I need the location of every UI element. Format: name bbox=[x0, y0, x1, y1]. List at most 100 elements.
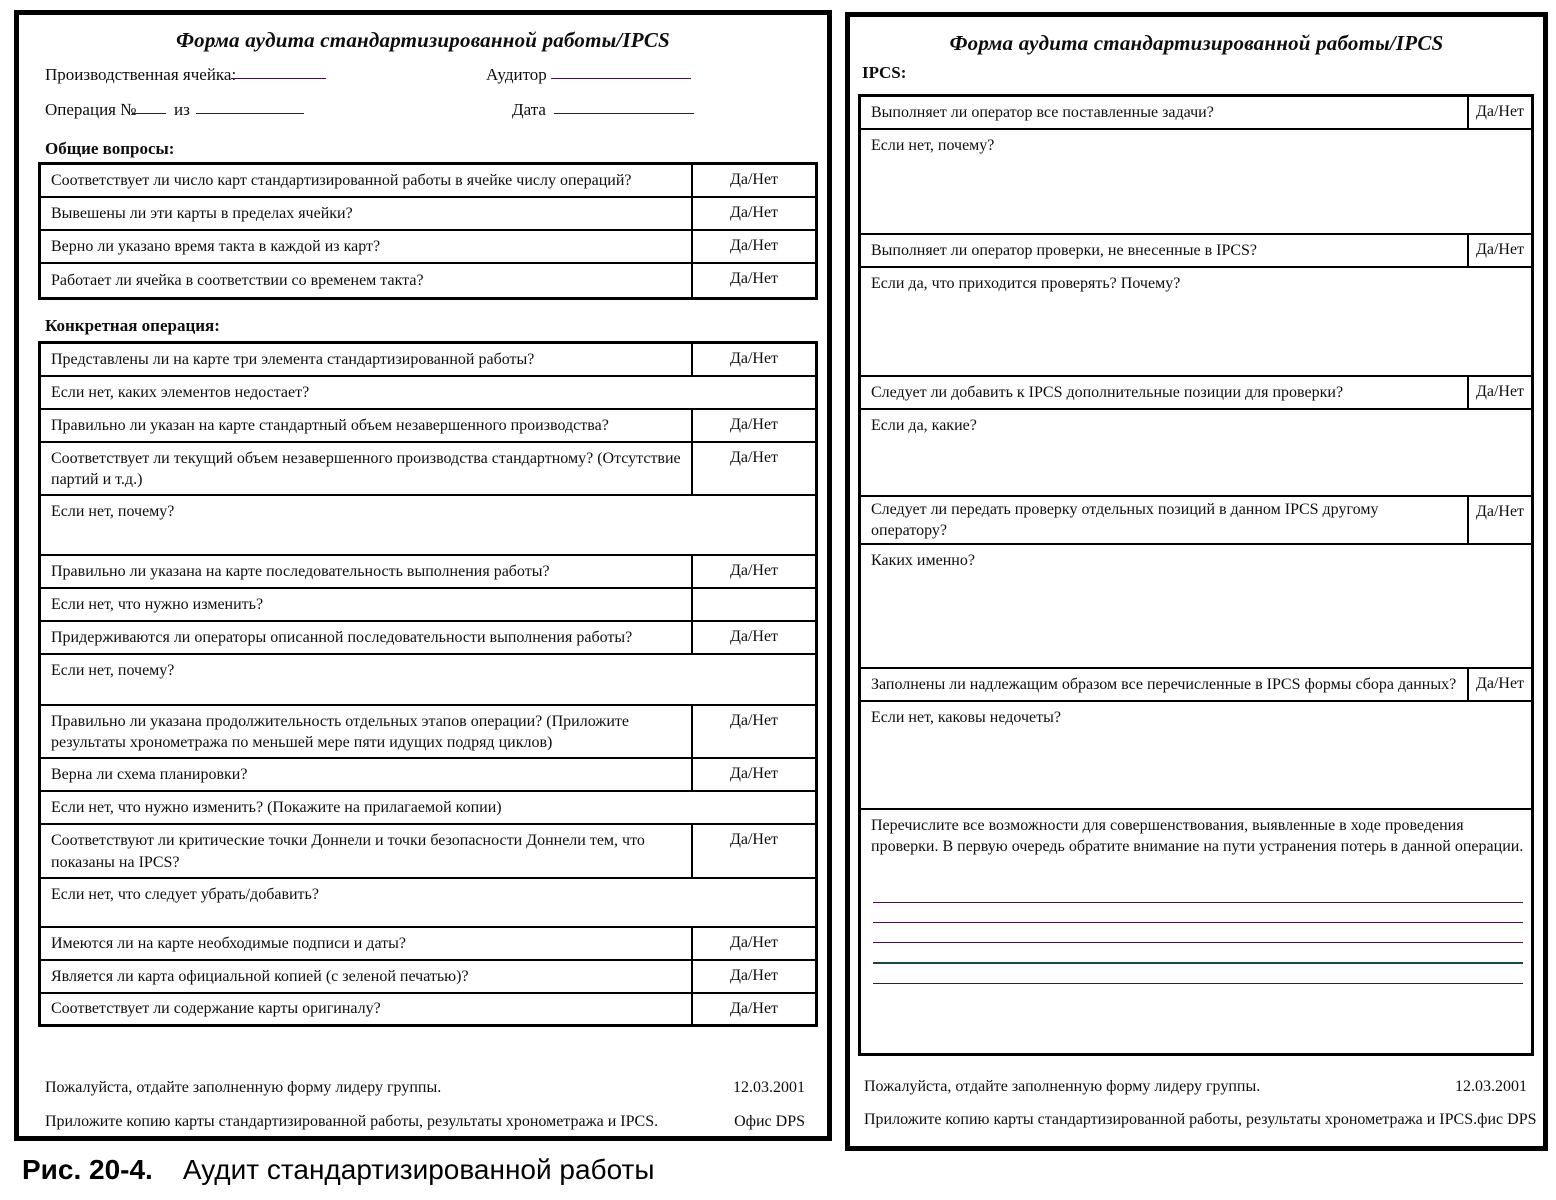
yes-no-cell: Да/Нет bbox=[691, 706, 815, 758]
footer-date: 12.03.2001 bbox=[1455, 1078, 1527, 1095]
question-text: Выполняет ли оператор проверки, не внесе… bbox=[871, 241, 1258, 259]
header-row-2: Операция № из Дата bbox=[19, 100, 827, 124]
improvement-block: Перечислите все возможности для совершен… bbox=[861, 810, 1531, 1053]
audit-form-right: Форма аудита стандартизированной работы/… bbox=[845, 12, 1548, 1151]
footer-date: 12.03.2001 bbox=[733, 1079, 805, 1096]
note-text: Если нет, почему? bbox=[51, 503, 175, 521]
footer-row: Пожалуйста, отдайте заполненную форму ли… bbox=[864, 1078, 1527, 1096]
question-row: Верно ли указано время такта в каждой из… bbox=[41, 231, 815, 264]
date-label: Дата bbox=[512, 100, 546, 119]
question-row: Заполнены ли надлежащим образом все пере… bbox=[861, 669, 1531, 703]
question-row: Соответствует ли число карт стандартизир… bbox=[41, 165, 815, 198]
improvement-instructions: Перечислите все возможности для совершен… bbox=[871, 817, 1524, 856]
section-label-general: Общие вопросы: bbox=[45, 139, 175, 158]
footer-row: Пожалуйста, отдайте заполненную форму ли… bbox=[45, 1079, 805, 1097]
question-row: Выполняет ли оператор все поставленные з… bbox=[861, 97, 1531, 130]
yes-no-cell: Да/Нет bbox=[691, 759, 815, 791]
note-text: Если да, какие? bbox=[871, 417, 977, 434]
footer-return-note: Пожалуйста, отдайте заполненную форму ли… bbox=[864, 1078, 1261, 1095]
note-text: Если нет, почему? bbox=[51, 662, 175, 680]
note-row: Каких именно? bbox=[861, 545, 1531, 670]
question-row: Соответствует ли содержание карты оригин… bbox=[41, 993, 815, 1024]
question-text: Соответствует ли содержание карты оригин… bbox=[51, 1000, 381, 1018]
yes-no-cell: Да/Нет bbox=[691, 556, 815, 588]
question-text: Работает ли ячейка в соответствии со вре… bbox=[51, 271, 424, 289]
question-row: Следует ли добавить к IPCS дополнительны… bbox=[861, 377, 1531, 410]
yes-no-cell: Да/Нет bbox=[1467, 97, 1531, 128]
ruled-line bbox=[873, 964, 1523, 985]
yes-no-cell: Да/Нет bbox=[1467, 377, 1531, 408]
question-text: Представлены ли на карте три элемента ст… bbox=[51, 350, 535, 368]
question-text: Правильно ли указан на карте стандартный… bbox=[51, 416, 609, 434]
specific-questions-table: Представлены ли на карте три элемента ст… bbox=[38, 341, 818, 1027]
question-text: Верно ли указано время такта в каждой из… bbox=[51, 237, 381, 255]
footer-return-note: Пожалуйста, отдайте заполненную форму ли… bbox=[45, 1079, 442, 1096]
auditor-label: Аудитор bbox=[486, 65, 547, 84]
question-text: Соответствует ли число карт стандартизир… bbox=[51, 171, 632, 189]
question-row: Выполняет ли оператор проверки, не внесе… bbox=[861, 235, 1531, 268]
auditor-blank bbox=[551, 65, 691, 79]
operation-number-blank bbox=[132, 100, 166, 114]
question-row: Придерживаются ли операторы описанной по… bbox=[41, 622, 815, 656]
yes-no-cell: Да/Нет bbox=[691, 960, 815, 992]
yes-no-cell: Да/Нет bbox=[1467, 235, 1531, 266]
question-text: Вывешены ли эти карты в пределах ячейки? bbox=[51, 204, 353, 222]
note-text: Если нет, что нужно изменить? (Покажите … bbox=[51, 799, 502, 817]
empty-answer-cell bbox=[691, 589, 815, 621]
write-in-lines bbox=[871, 883, 1525, 985]
question-text: Выполняет ли оператор все поставленные з… bbox=[871, 103, 1214, 121]
yes-no-cell: Да/Нет bbox=[691, 410, 815, 441]
form-title: Форма аудита стандартизированной работы/… bbox=[949, 31, 1444, 55]
ipcs-label: IPCS: bbox=[862, 63, 907, 82]
yes-no-cell: Да/Нет bbox=[691, 825, 815, 877]
header-row-1: Производственная ячейка: Аудитор bbox=[19, 65, 827, 89]
note-text: Если нет, каких элементов недостает? bbox=[51, 383, 310, 401]
question-text: Соответствуют ли критические точки Донне… bbox=[51, 832, 645, 871]
question-row: Правильно ли указана на карте последоват… bbox=[41, 556, 815, 590]
question-row: Если нет, что нужно изменить? bbox=[41, 589, 815, 623]
question-row: Правильно ли указана продолжительность о… bbox=[41, 706, 815, 760]
note-text: Каких именно? bbox=[871, 552, 975, 570]
question-text: Правильно ли указана на карте последоват… bbox=[51, 563, 550, 581]
footer-office: Офис DPS bbox=[734, 1113, 805, 1130]
question-row: Правильно ли указан на карте стандартный… bbox=[41, 410, 815, 443]
yes-no-cell: Да/Нет bbox=[1467, 497, 1531, 544]
note-text: Если да, что приходится проверять? Почем… bbox=[871, 275, 1181, 292]
question-row: Соответствуют ли критические точки Донне… bbox=[41, 825, 815, 879]
ruled-line bbox=[873, 923, 1523, 944]
ruled-line bbox=[873, 943, 1523, 965]
yes-no-cell: Да/Нет bbox=[691, 993, 815, 1024]
yes-no-cell: Да/Нет bbox=[1467, 669, 1531, 701]
question-text: Придерживаются ли операторы описанной по… bbox=[51, 629, 633, 647]
question-row: Верна ли схема планировки? Да/Нет bbox=[41, 759, 815, 793]
ruled-line bbox=[873, 883, 1523, 904]
general-questions-table: Соответствует ли число карт стандартизир… bbox=[38, 162, 818, 300]
yes-no-cell: Да/Нет bbox=[691, 231, 815, 262]
note-row: Если нет, почему? bbox=[861, 130, 1531, 235]
question-text: Если нет, что нужно изменить? bbox=[51, 596, 264, 614]
note-text: Если нет, почему? bbox=[871, 137, 995, 154]
note-row: Если нет, почему? bbox=[41, 496, 815, 557]
footer-attach-note: Приложите копию карты стандартизированно… bbox=[45, 1113, 659, 1130]
audit-form-left: Форма аудита стандартизированной работы/… bbox=[14, 10, 832, 1141]
improvement-row: Перечислите все возможности для совершен… bbox=[861, 810, 1531, 1053]
footer-row: Приложите копию карты стандартизированно… bbox=[864, 1111, 1537, 1129]
note-row: Если нет, почему? bbox=[41, 655, 815, 707]
form-title: Форма аудита стандартизированной работы/… bbox=[176, 28, 670, 52]
ruled-line bbox=[873, 903, 1523, 924]
footer-attach-note: Приложите копию карты стандартизированно… bbox=[864, 1111, 1478, 1128]
yes-no-cell: Да/Нет bbox=[691, 198, 815, 229]
production-cell-blank bbox=[231, 65, 326, 79]
date-blank bbox=[554, 100, 694, 114]
question-row: Представлены ли на карте три элемента ст… bbox=[41, 344, 815, 377]
note-row: Если нет, каковы недочеты? bbox=[861, 702, 1531, 811]
ipcs-table: Выполняет ли оператор все поставленные з… bbox=[858, 94, 1534, 1057]
question-text: Следует ли передать проверку отдельных п… bbox=[871, 501, 1379, 540]
note-text: Если нет, каковы недочеты? bbox=[871, 709, 1061, 727]
question-row: Является ли карта официальной копией (с … bbox=[41, 960, 815, 994]
note-row: Если нет, каких элементов недостает? bbox=[41, 377, 815, 410]
question-row: Следует ли передать проверку отдельных п… bbox=[861, 497, 1531, 546]
footer-row: Приложите копию карты стандартизированно… bbox=[45, 1113, 805, 1131]
question-text: Имеются ли на карте необходимые подписи … bbox=[51, 934, 406, 952]
note-row: Если да, что приходится проверять? Почем… bbox=[861, 268, 1531, 377]
